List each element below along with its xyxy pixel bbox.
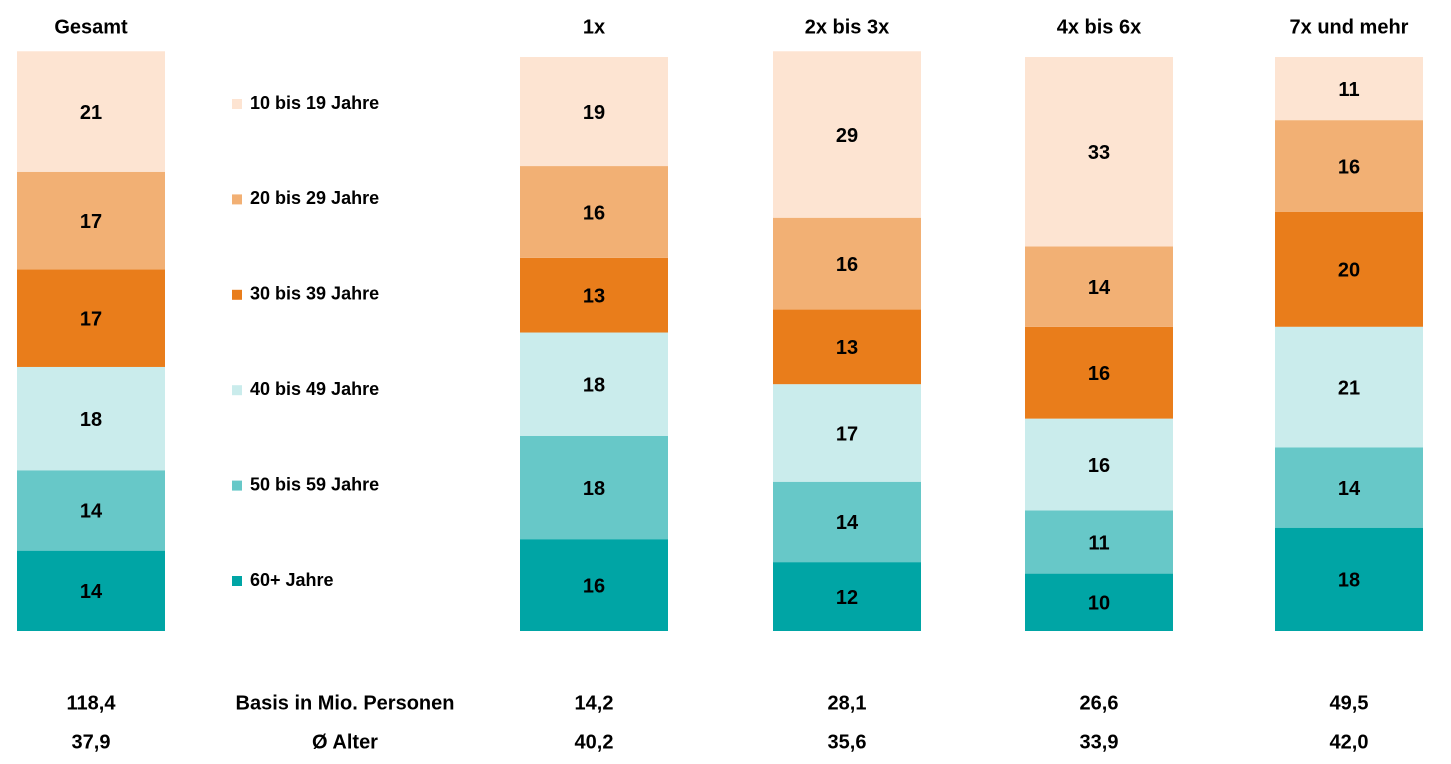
row-value: 35,6 (828, 731, 867, 753)
bar-segment (1025, 326, 1173, 419)
bar-segment (1275, 447, 1423, 528)
bar-segment (1025, 57, 1173, 247)
data-label: 21 (1338, 377, 1360, 399)
bar-segment (17, 171, 165, 270)
data-label: 19 (583, 102, 605, 124)
legend-swatch (232, 480, 242, 491)
bar-segment (773, 309, 921, 385)
data-label: 11 (1088, 532, 1109, 554)
bar-segment (17, 51, 165, 172)
bar-segment (773, 384, 921, 482)
bar-segment (1275, 211, 1423, 327)
bar-segment (17, 269, 165, 367)
category-label: 1x (583, 16, 605, 38)
data-label: 16 (1088, 363, 1110, 385)
legend-label: 60+ Jahre (250, 570, 334, 590)
data-label: 16 (1088, 455, 1110, 477)
data-label: 18 (80, 409, 102, 431)
data-label: 14 (80, 501, 103, 523)
data-label: 13 (583, 285, 605, 307)
data-label: 20 (1338, 260, 1360, 282)
bar-segment (1025, 418, 1173, 511)
bar-segment (17, 550, 165, 631)
bar-segment (1025, 246, 1173, 327)
row-label: Basis in Mio. Personen (236, 692, 455, 714)
bar-segment (1275, 120, 1423, 212)
row-value: 49,5 (1330, 692, 1369, 714)
legend-swatch (232, 576, 242, 586)
category-label: 7x und mehr (1290, 16, 1409, 38)
bar-segment (1275, 527, 1423, 631)
row-value: 33,9 (1080, 731, 1119, 753)
data-label: 14 (1088, 277, 1111, 299)
data-label: 17 (80, 308, 102, 330)
data-label: 11 (1338, 79, 1359, 101)
data-label: 18 (1338, 570, 1360, 592)
row-label: Ø Alter (312, 731, 378, 753)
bar-segment (773, 562, 921, 631)
data-label: 17 (80, 211, 102, 233)
row-value: 42,0 (1330, 731, 1369, 753)
legend-label: 30 bis 39 Jahre (250, 284, 379, 304)
category-label: 2x bis 3x (805, 16, 890, 38)
data-label: 17 (836, 423, 858, 445)
row-value: 26,6 (1080, 692, 1119, 714)
legend-swatch (232, 194, 242, 205)
data-label: 16 (1338, 156, 1360, 178)
data-label: 21 (80, 102, 102, 124)
bar-segment (520, 435, 668, 540)
bar-segment (520, 57, 668, 167)
legend-swatch (232, 99, 242, 109)
data-label: 14 (80, 581, 103, 603)
legend-label: 10 bis 19 Jahre (250, 93, 379, 113)
bar-segment (1025, 573, 1173, 631)
data-label: 16 (583, 575, 605, 597)
data-label: 18 (583, 478, 605, 500)
data-label: 29 (836, 125, 858, 147)
bar-segment (1275, 57, 1423, 121)
legend-label: 40 bis 49 Jahre (250, 379, 379, 399)
legend-swatch (232, 385, 242, 396)
bar-segment (520, 257, 668, 333)
bar-segment (773, 481, 921, 563)
category-label: 4x bis 6x (1057, 16, 1142, 38)
row-value: 28,1 (828, 692, 867, 714)
bar-segment (520, 332, 668, 436)
bar-segment (773, 51, 921, 218)
data-label: 16 (836, 254, 858, 276)
data-label: 18 (583, 374, 605, 396)
category-label: Gesamt (54, 16, 128, 38)
legend-label: 20 bis 29 Jahre (250, 188, 379, 208)
legend-label: 50 bis 59 Jahre (250, 474, 379, 494)
row-value: 118,4 (67, 692, 117, 714)
data-label: 14 (1338, 478, 1361, 500)
bar-segment (1275, 326, 1423, 448)
data-label: 10 (1088, 593, 1110, 615)
bar-segment (520, 166, 668, 258)
data-label: 12 (836, 587, 858, 609)
legend-swatch (232, 289, 242, 300)
data-label: 14 (836, 512, 859, 534)
row-value: 37,9 (72, 731, 111, 753)
bar-segment (520, 539, 668, 631)
data-label: 16 (583, 202, 605, 224)
bar-segment (17, 470, 165, 551)
bar-segment (773, 217, 921, 310)
bar-segment (17, 366, 165, 471)
data-label: 13 (836, 337, 858, 359)
data-label: 33 (1088, 142, 1110, 164)
row-value: 40,2 (575, 731, 614, 753)
row-value: 14,2 (575, 692, 614, 714)
bar-segment (1025, 510, 1173, 574)
